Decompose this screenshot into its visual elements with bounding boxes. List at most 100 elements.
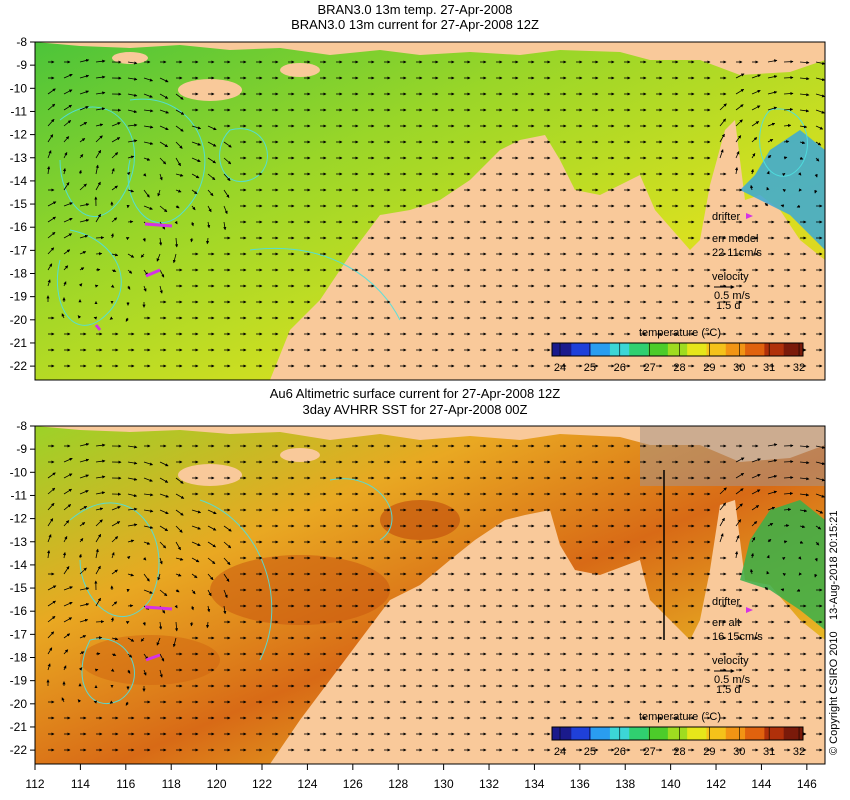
colorbar-swatch [745, 343, 765, 356]
y-tick-label: -15 [10, 197, 28, 211]
current-arrow [111, 253, 119, 257]
current-arrow [207, 509, 217, 515]
current-arrow [110, 668, 115, 672]
top-current-arrows [46, 58, 826, 368]
y-tick-label: -18 [10, 651, 28, 665]
colorbar-tick-label: 30 [733, 746, 745, 758]
current-arrow [751, 90, 761, 95]
copyright-text: © Copyright CSIRO 2010 [828, 631, 840, 755]
top-velocity-label: velocity [712, 271, 749, 283]
colorbar-tick-label: 24 [554, 746, 566, 758]
current-arrow [783, 540, 788, 544]
current-arrow [157, 573, 161, 581]
bottom-land-mainland [270, 500, 825, 764]
colorbar-tick-label: 32 [793, 746, 805, 758]
current-arrow [799, 477, 810, 481]
current-arrow [143, 125, 154, 129]
colorbar-tick-label: 28 [673, 746, 685, 758]
current-arrow [143, 141, 154, 145]
current-arrow [175, 541, 181, 551]
current-arrow [767, 459, 778, 463]
current-arrow [63, 104, 73, 111]
current-arrow [143, 477, 153, 482]
colorbar-tick-label: 28 [673, 362, 685, 374]
top-island-b [280, 63, 320, 77]
current-arrow [143, 189, 150, 198]
current-arrow [734, 550, 739, 559]
current-arrow [735, 535, 740, 543]
current-arrow [783, 460, 794, 464]
current-arrow [127, 123, 138, 127]
current-arrow [95, 135, 103, 143]
colorbar-tick-label: 26 [614, 362, 626, 374]
current-arrow [79, 251, 87, 255]
y-tick-label: -22 [10, 743, 28, 757]
current-arrow [767, 538, 772, 543]
current-arrow [815, 541, 820, 546]
current-arrow [782, 188, 787, 193]
current-arrow [191, 173, 200, 179]
current-arrow [47, 247, 55, 255]
current-arrow [190, 237, 194, 243]
x-tick-label: 112 [25, 777, 44, 791]
top-err-label: err model [712, 233, 758, 245]
current-arrow [77, 315, 81, 319]
top-colorbar-frame [551, 342, 804, 357]
current-arrow [175, 157, 181, 167]
current-arrow [223, 205, 228, 215]
current-arrow [79, 58, 90, 63]
current-arrow [95, 123, 104, 127]
current-arrow [175, 477, 184, 484]
current-arrow [159, 477, 169, 483]
colorbar-tick-label: 25 [584, 746, 596, 758]
bottom-island-b [280, 448, 320, 462]
current-arrow [159, 93, 169, 99]
current-arrow [127, 461, 138, 465]
colorbar-swatch [783, 343, 804, 356]
current-arrow [127, 477, 138, 481]
current-arrow [207, 589, 212, 597]
y-tick-label: -12 [10, 512, 28, 526]
bottom-colorbar-ticks: 24 25 26 27 28 29 30 31 32 [554, 727, 805, 758]
bottom-title-line1: Au6 Altimetric surface current for 27-Ap… [270, 386, 561, 401]
current-arrow [143, 285, 147, 292]
current-arrow [63, 617, 73, 623]
timestamp-text: 13-Aug-2018 20:15:21 [828, 511, 840, 620]
colorbar-tick-label: 27 [644, 362, 656, 374]
current-arrow [62, 167, 67, 175]
bottom-velocity-scale: 0.5 m/s [714, 674, 751, 686]
current-arrow [814, 173, 818, 178]
current-arrow [143, 589, 153, 594]
current-arrow [63, 281, 67, 287]
current-arrow [223, 589, 228, 599]
current-arrow [47, 216, 56, 223]
colorbar-swatch [648, 343, 669, 356]
current-arrow [207, 205, 212, 213]
current-arrow [63, 120, 72, 127]
current-arrow [127, 93, 138, 97]
current-arrow [223, 221, 227, 231]
current-arrow [191, 189, 198, 195]
current-arrow [767, 75, 778, 79]
current-arrow [111, 637, 119, 641]
current-arrow [77, 699, 81, 703]
current-arrow [799, 93, 810, 97]
current-arrow [191, 589, 196, 595]
current-arrow [172, 637, 177, 648]
top-drifter-label: drifter [712, 211, 740, 223]
current-arrow [159, 109, 170, 114]
current-arrow [159, 509, 169, 515]
current-arrow [126, 555, 131, 560]
colorbar-swatch [571, 727, 592, 740]
y-tick-label: -9 [16, 58, 27, 72]
colorbar-swatch [648, 727, 669, 740]
bottom-land-north [35, 426, 825, 462]
current-arrow [815, 125, 824, 130]
current-arrow [61, 697, 65, 703]
current-arrow [127, 637, 135, 642]
current-arrow [735, 73, 745, 79]
colorbar-swatch [687, 343, 707, 356]
current-arrow [815, 141, 822, 146]
current-arrow [47, 134, 54, 143]
y-tick-label: -17 [10, 627, 28, 641]
